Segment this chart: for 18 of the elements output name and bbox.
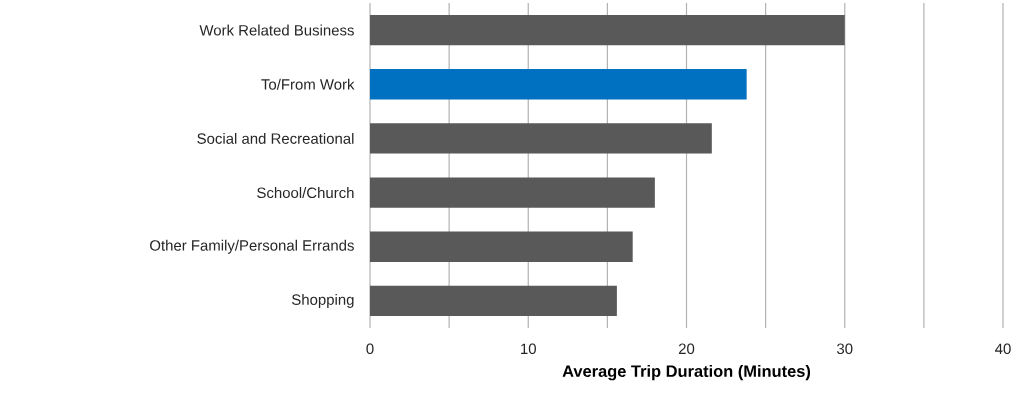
x-tick-label: 0 <box>366 343 374 355</box>
bar <box>370 123 712 154</box>
bar <box>370 285 617 317</box>
y-tick-label: Social and Recreational <box>197 132 354 144</box>
y-tick-label: Other Family/Personal Errands <box>150 239 354 254</box>
bar <box>370 177 655 208</box>
y-tick-label: Work Related Business <box>199 24 354 36</box>
y-tick-label: Shopping <box>292 293 354 308</box>
x-tick-label: 20 <box>678 343 695 355</box>
x-axis-title: Average Trip Duration (Minutes) <box>562 364 811 381</box>
y-tick-label: School/Church <box>257 187 354 199</box>
bar <box>370 231 633 262</box>
bar <box>370 69 747 100</box>
y-tick-label: To/From Work <box>261 78 355 90</box>
bar <box>370 14 845 46</box>
x-tick-label: 40 <box>995 343 1011 355</box>
x-tick-label: 10 <box>521 343 536 355</box>
x-tick-label: 30 <box>837 343 853 355</box>
